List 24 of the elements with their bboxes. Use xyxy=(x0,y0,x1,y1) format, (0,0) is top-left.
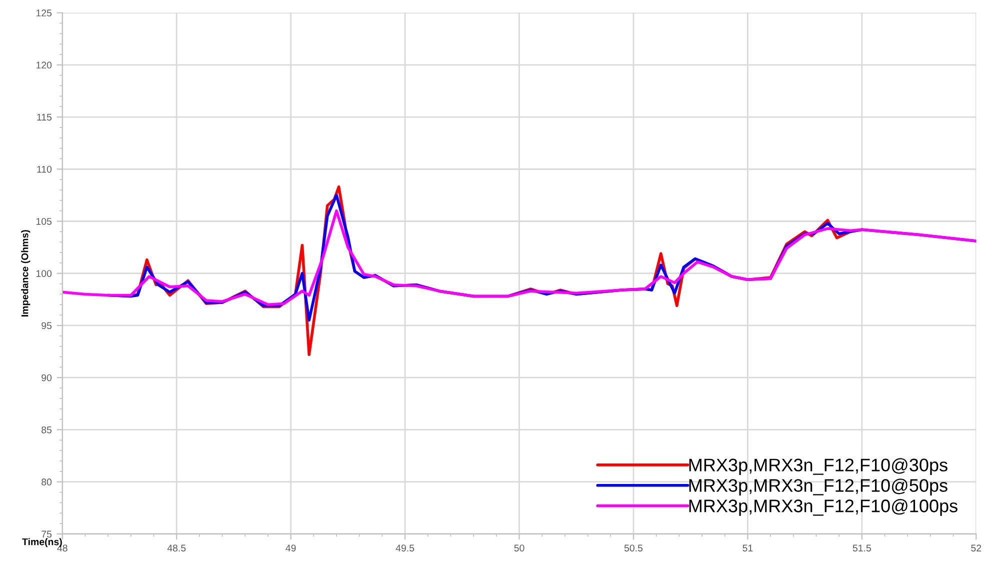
x-tick-label: 51 xyxy=(742,544,753,552)
x-tick-label: 49 xyxy=(286,544,296,552)
x-tick-label: 49.5 xyxy=(396,544,414,552)
y-tick-label: 115 xyxy=(37,114,52,121)
y-tick-label: 125 xyxy=(36,10,52,16)
x-tick-label: 50.5 xyxy=(624,544,643,552)
y-tick-label: 80 xyxy=(42,478,52,486)
legend-label: MRX3p,MRX3n_F12,F10@50ps xyxy=(689,478,948,496)
y-tick-label: 110 xyxy=(37,166,52,173)
y-tick-label: 75 xyxy=(42,530,52,538)
x-tick-label: 51.5 xyxy=(852,544,871,552)
y-tick-label: 105 xyxy=(36,218,52,225)
legend-label: MRX3p,MRX3n_F12,F10@100ps xyxy=(689,499,958,516)
line-series xyxy=(62,209,976,306)
x-tick-label: 48.5 xyxy=(167,544,186,552)
y-axis-title: Impedance (Ohms) xyxy=(21,230,30,316)
y-tick-label: 90 xyxy=(42,374,52,382)
y-tick-label: 95 xyxy=(42,322,52,330)
y-tick-label: 100 xyxy=(36,270,52,277)
legend-label: MRX3p,MRX3n_F12,F10@30ps xyxy=(689,458,948,475)
y-tick-label: 85 xyxy=(42,426,52,434)
x-tick-label: 50 xyxy=(514,544,524,552)
y-tick-label: 120 xyxy=(36,62,52,69)
x-tick-label: 52 xyxy=(971,544,982,552)
